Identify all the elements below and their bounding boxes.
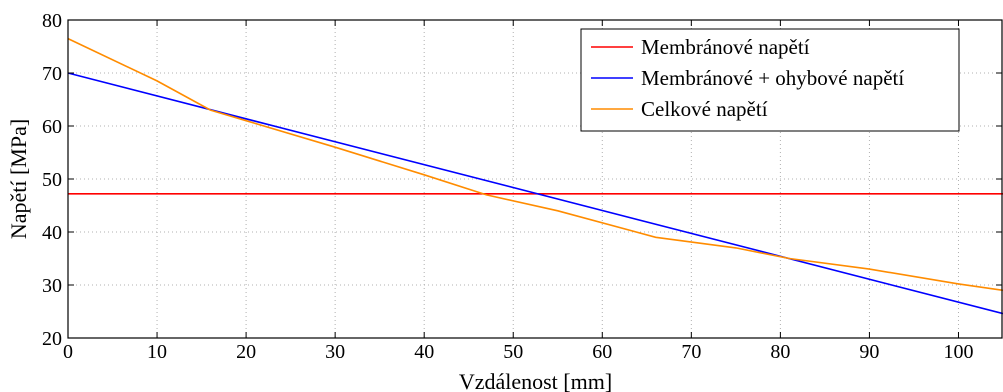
x-tick-label: 60 (592, 341, 612, 363)
y-tick-label: 60 (42, 116, 62, 138)
legend: Membránové napětí Membránové + ohybové na… (580, 28, 960, 132)
x-tick-label: 30 (325, 341, 345, 363)
legend-label: Membránové napětí (641, 35, 810, 59)
y-tick-label: 80 (42, 10, 62, 32)
series-line-3 (67, 37, 1003, 292)
legend-label: Celkové napětí (641, 97, 768, 121)
legend-box (580, 28, 960, 132)
x-tick-label: 10 (147, 341, 167, 363)
x-tick-label: 80 (770, 341, 790, 363)
x-tick-label: 50 (503, 341, 523, 363)
tick-labels: 0 10 20 30 40 50 60 70 80 90 100 20 30 40 50 60 70 80 (42, 10, 973, 363)
series-lines (67, 37, 1003, 315)
legend-items: Membránové napětí Membránové + ohybové na… (591, 35, 904, 121)
y-axis-title: Napětí [MPa] (6, 119, 31, 239)
y-tick-label: 50 (42, 169, 62, 191)
x-tick-label: 90 (859, 341, 879, 363)
y-tick-label: 30 (42, 275, 62, 297)
x-tick-label: 40 (414, 341, 434, 363)
axis-ticks (67, 19, 1002, 339)
x-tick-label: 0 (63, 341, 73, 363)
x-tick-label: 70 (681, 341, 701, 363)
x-tick-label: 100 (943, 341, 973, 363)
x-axis-title: Vzdálenost [mm] (459, 369, 612, 392)
legend-label: Membránové + ohybové napětí (641, 66, 904, 90)
y-tick-label: 40 (42, 222, 62, 244)
x-tick-label: 20 (236, 341, 256, 363)
y-tick-label: 70 (42, 63, 62, 85)
y-tick-label: 20 (42, 328, 62, 350)
series-line-2 (67, 72, 1003, 315)
